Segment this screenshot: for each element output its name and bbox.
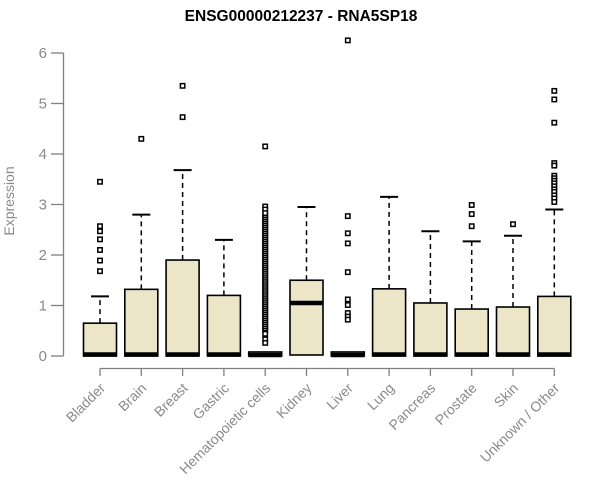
y-tick-label: 3 — [39, 197, 47, 214]
box-lung — [371, 288, 407, 357]
box-bladder — [82, 322, 118, 357]
outlier-point-unknown-other — [551, 119, 558, 126]
outlier-point-bladder — [97, 223, 103, 230]
outlier-point-skin — [510, 221, 516, 228]
box-kidney — [289, 279, 324, 356]
y-tick-label: 5 — [39, 96, 47, 113]
y-tick-label: 0 — [39, 348, 47, 365]
box-breast — [165, 259, 200, 357]
outlier-point-hematopoietic-cells — [262, 339, 269, 346]
x-tick-label-prostate: Prostate — [432, 380, 480, 428]
x-tick-label-skin: Skin — [491, 380, 522, 411]
outlier-point-liver — [344, 269, 351, 276]
outlier-point-brain — [138, 135, 145, 142]
x-tick-label-bladder: Bladder — [63, 380, 109, 426]
outlier-point-unknown-other — [551, 87, 558, 94]
outlier-point-bladder — [97, 236, 103, 243]
y-tick-label: 6 — [39, 45, 47, 62]
outlier-point-unknown-other — [551, 162, 558, 169]
outlier-point-bladder — [97, 178, 103, 185]
outlier-point-bladder — [97, 257, 103, 264]
box-gastric — [206, 294, 242, 357]
outlier-point-unknown-other — [551, 96, 558, 103]
y-tick-label: 4 — [39, 146, 47, 163]
outlier-point-liver — [344, 37, 351, 44]
x-tick-label-liver: Liver — [323, 380, 356, 413]
y-axis-title: Expression — [1, 166, 17, 235]
box-unknown-other — [536, 295, 572, 357]
outlier-point-prostate — [468, 211, 475, 218]
outlier-point-prostate — [468, 223, 475, 230]
outlier-point-breast — [179, 114, 186, 121]
outlier-point-hematopoietic-cells — [262, 143, 269, 150]
y-tick-label: 2 — [39, 247, 47, 264]
outlier-point-bladder — [97, 247, 103, 253]
x-tick-label-lung: Lung — [364, 380, 397, 413]
box-skin — [495, 306, 531, 357]
outlier-point-bladder — [97, 268, 103, 275]
box-brain — [124, 288, 159, 357]
outlier-point-prostate — [468, 202, 475, 208]
outlier-point-unknown-other — [551, 199, 558, 205]
outlier-point-liver — [344, 240, 351, 247]
outlier-point-liver — [344, 296, 351, 303]
outlier-point-hematopoietic-cells — [262, 330, 269, 337]
outlier-point-hematopoietic-cells — [262, 210, 269, 217]
outlier-point-liver — [344, 213, 351, 220]
outlier-point-breast — [179, 82, 186, 89]
y-tick-label: 1 — [39, 298, 47, 315]
x-tick-label-breast: Breast — [151, 380, 191, 420]
outlier-point-bladder — [97, 228, 103, 235]
chart-title: ENSG00000212237 - RNA5SP18 — [185, 8, 418, 25]
x-tick-label-brain: Brain — [115, 380, 149, 414]
outlier-point-liver — [344, 302, 351, 308]
outlier-point-liver — [344, 230, 351, 237]
box-pancreas — [413, 302, 448, 357]
x-tick-label-kidney: Kidney — [273, 380, 315, 422]
outlier-point-liver — [344, 316, 351, 323]
box-prostate — [454, 308, 490, 357]
